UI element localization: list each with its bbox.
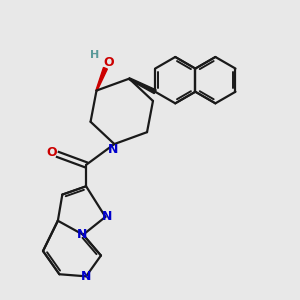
Text: O: O xyxy=(104,56,114,69)
Text: N: N xyxy=(77,228,87,241)
Text: H: H xyxy=(90,50,100,60)
Text: N: N xyxy=(102,210,112,224)
Text: N: N xyxy=(81,270,91,283)
Text: N: N xyxy=(108,143,118,156)
Polygon shape xyxy=(96,68,107,91)
Polygon shape xyxy=(129,78,156,94)
Text: O: O xyxy=(46,146,57,160)
